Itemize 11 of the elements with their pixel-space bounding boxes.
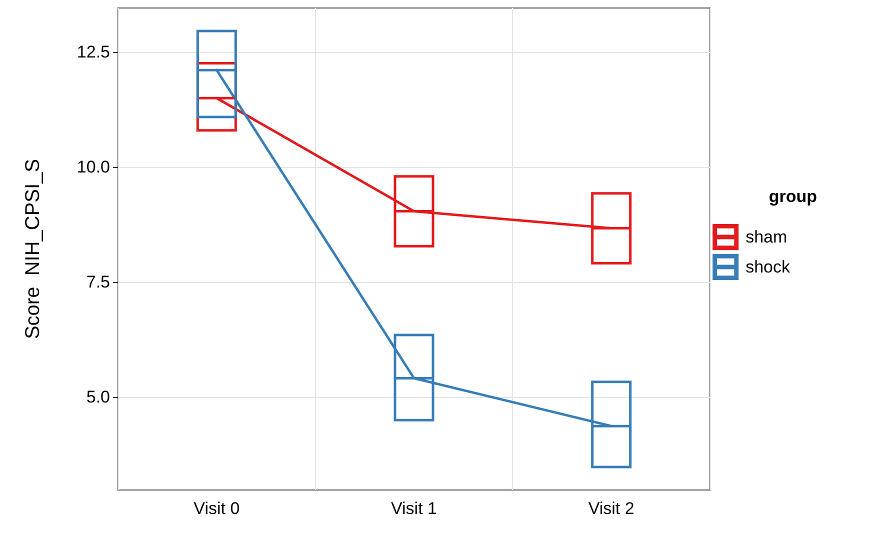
y-tick-label: 10.0 xyxy=(76,158,110,177)
y-tick-label: 5.0 xyxy=(86,388,110,407)
y-tick-label: 7.5 xyxy=(86,272,110,292)
x-tick-label: Visit 2 xyxy=(588,499,634,518)
legend-label: shock xyxy=(746,258,790,276)
legend-title: group xyxy=(768,187,818,206)
x-tick-label: Visit 1 xyxy=(391,499,437,518)
x-tick-label: Visit 0 xyxy=(194,499,240,518)
legend-label: sham xyxy=(746,228,788,246)
y-tick-label: 12.5 xyxy=(76,42,110,62)
y-axis-title: Score NIH_CPSI_S xyxy=(22,158,44,340)
